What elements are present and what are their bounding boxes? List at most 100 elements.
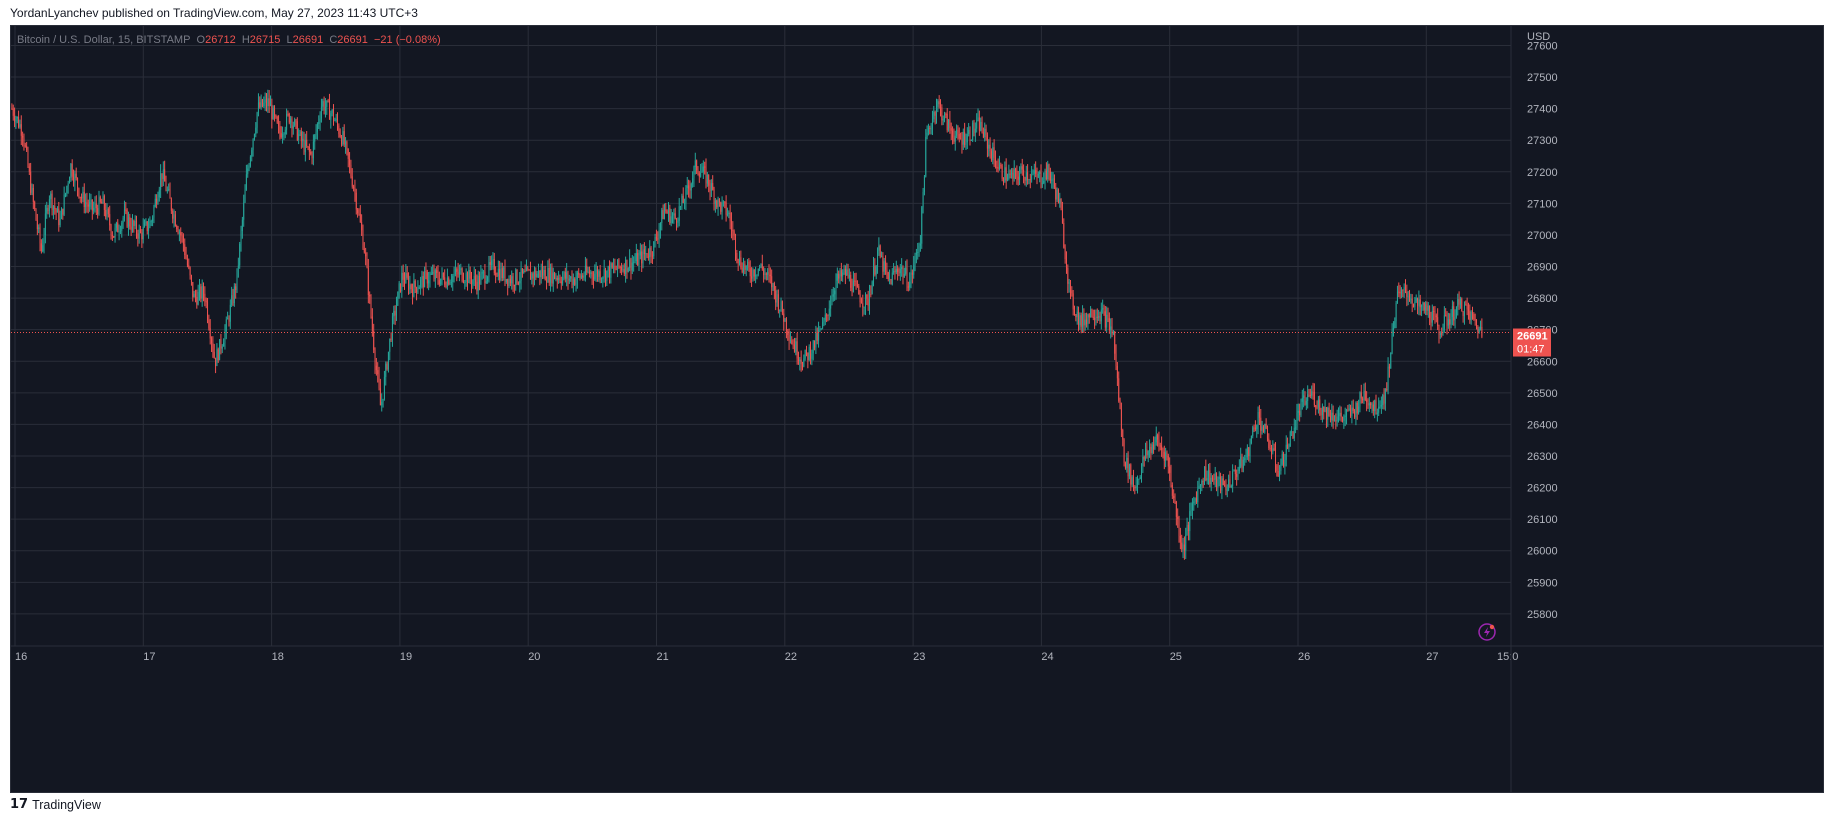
candle-body: [1008, 173, 1010, 180]
candle-body: [1481, 326, 1483, 337]
candle-body: [1028, 179, 1030, 181]
candle-body: [178, 232, 180, 234]
candle-body: [16, 116, 18, 119]
candle-body: [889, 278, 891, 280]
candle-body: [261, 99, 263, 107]
candle-body: [704, 166, 706, 168]
candle-body: [1457, 299, 1459, 307]
candle-body: [1371, 404, 1373, 406]
candle-body: [852, 280, 854, 293]
candle-body: [741, 267, 743, 273]
candle-body: [385, 363, 387, 377]
candle-body: [1009, 173, 1011, 175]
candle-body: [1195, 498, 1197, 503]
candle-body: [1154, 442, 1156, 450]
candle-body: [129, 217, 131, 227]
candle-body: [152, 217, 154, 222]
candle-body: [1411, 298, 1413, 304]
candle-body: [1417, 297, 1419, 306]
candle-body: [1315, 405, 1317, 408]
candle-body: [1344, 415, 1346, 417]
candle-body: [260, 99, 262, 108]
candle-body: [542, 269, 544, 276]
candle-body: [1256, 425, 1258, 430]
candle-body: [1359, 392, 1361, 407]
candle-body: [397, 291, 399, 306]
candle-body: [454, 269, 456, 274]
candle-body: [559, 277, 561, 282]
candle-body: [373, 330, 375, 350]
x-tick-label: 20: [528, 651, 540, 663]
candle-body: [1124, 462, 1126, 469]
candle-body: [1149, 446, 1151, 452]
candle-body: [347, 148, 349, 159]
candle-body: [1458, 299, 1460, 305]
candle-body: [401, 272, 403, 292]
candle-body: [425, 270, 427, 273]
candle-body: [504, 267, 506, 282]
candle-body: [70, 163, 72, 179]
chart-panel[interactable]: 25800 25900 26000 26100 26200 26300 26400 26500…: [10, 25, 1824, 793]
candle-body: [452, 275, 454, 283]
candle-body: [216, 349, 218, 367]
candle-body: [1230, 486, 1232, 488]
candle-body: [978, 117, 980, 131]
candle-body: [1187, 524, 1189, 532]
candle-body: [1170, 472, 1172, 486]
candle-body: [844, 268, 846, 276]
candle-body: [418, 287, 420, 290]
candle-body: [59, 218, 61, 226]
candle-body: [1469, 311, 1471, 321]
price-chart[interactable]: 25800 25900 26000 26100 26200 26300 26400 26500…: [11, 26, 1823, 792]
candle-body: [665, 209, 667, 212]
candle-body: [11, 108, 13, 110]
candle-body: [789, 340, 791, 342]
candle-body: [1305, 400, 1307, 405]
candle-body: [1146, 449, 1148, 456]
candle-body: [145, 221, 147, 224]
candle-body: [141, 232, 143, 240]
candle-body: [618, 259, 620, 267]
candle-body: [499, 268, 501, 281]
candle-body: [934, 111, 936, 116]
candle-body: [895, 269, 897, 273]
candle-body: [1082, 313, 1084, 327]
candle-body: [532, 273, 534, 279]
candle-body: [78, 188, 80, 197]
candle-body: [213, 351, 215, 358]
candle-body: [200, 286, 202, 299]
candle-body: [609, 266, 611, 278]
candle-body: [1095, 316, 1097, 321]
candle-body: [509, 278, 511, 284]
candle-body: [391, 316, 393, 341]
candle-body: [523, 270, 525, 274]
candle-body: [1376, 412, 1378, 415]
candle-body: [501, 268, 503, 279]
candle-body: [988, 144, 990, 149]
candle-body: [426, 272, 428, 284]
y-tick-label: 25900: [1527, 577, 1558, 589]
publisher-name[interactable]: YordanLyanchev: [10, 6, 99, 20]
candle-body: [898, 271, 900, 274]
candle-body: [1244, 458, 1246, 460]
candle-body: [516, 269, 518, 284]
candle-body: [899, 269, 901, 274]
candle-body: [1245, 457, 1247, 459]
candle-body: [638, 255, 640, 266]
candle-body: [860, 302, 862, 304]
candle-body: [118, 231, 120, 233]
candle-body: [1382, 394, 1384, 406]
candle-body: [614, 266, 616, 270]
candle-body: [115, 222, 117, 228]
candle-body: [592, 276, 594, 280]
y-tick-label: 25800: [1527, 609, 1558, 621]
candle-body: [1061, 210, 1063, 224]
footer-brand[interactable]: 17 TradingView: [10, 797, 101, 812]
candle-body: [591, 272, 593, 277]
candle-body: [15, 118, 17, 122]
candle-body: [1419, 299, 1421, 308]
candle-body: [1177, 516, 1179, 520]
candle-body: [399, 283, 401, 292]
candle-body: [968, 129, 970, 134]
candle-body: [870, 294, 872, 296]
